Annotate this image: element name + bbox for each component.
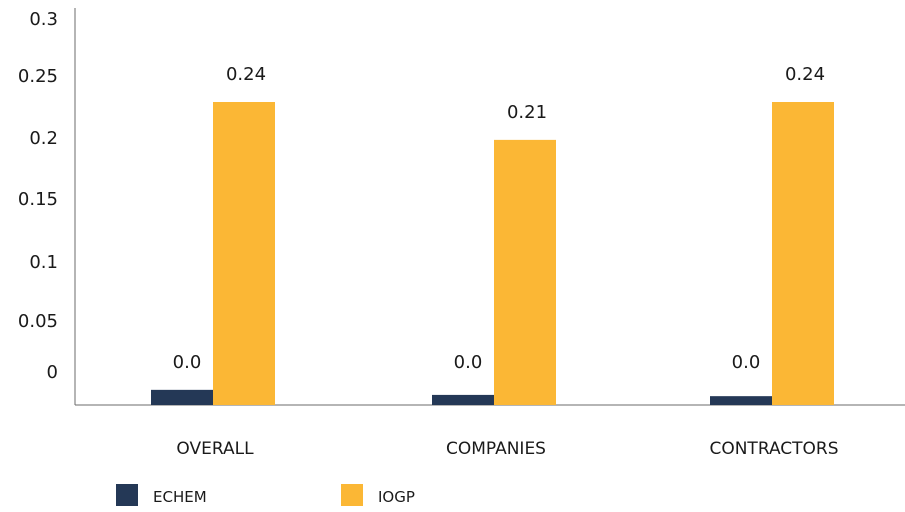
bar-echem-overall (151, 389, 213, 405)
data-label: 0.24 (785, 64, 825, 85)
category-label: COMPANIES (446, 439, 546, 459)
legend-swatch-iogp (341, 484, 363, 506)
category-label: CONTRACTORS (709, 439, 838, 459)
data-label: 0.21 (507, 102, 547, 123)
legend-label: ECHEM (153, 488, 207, 506)
bar-iogp-contractors (772, 102, 834, 405)
legend-label: IOGP (378, 488, 415, 506)
data-labels: 0.0 0.24 0.0 0.21 0.0 0.24 (173, 64, 825, 373)
y-tick-label: 0.05 (18, 311, 58, 332)
data-label: 0.0 (173, 352, 202, 373)
legend-swatch-echem (116, 484, 138, 506)
bar-echem-companies (432, 394, 494, 405)
bar-iogp-companies (494, 139, 556, 405)
y-tick-label: 0.2 (29, 128, 58, 149)
data-label: 0.0 (732, 352, 761, 373)
y-tick-label: 0.3 (29, 9, 58, 30)
data-label: 0.0 (454, 352, 483, 373)
legend: ECHEM IOGP (116, 484, 415, 506)
bar-echem-contractors (710, 396, 772, 405)
y-tick-label: 0.25 (18, 66, 58, 87)
bar-iogp-overall (213, 102, 275, 405)
data-label: 0.24 (226, 64, 266, 85)
y-tick-label: 0.15 (18, 189, 58, 210)
y-tick-label: 0 (47, 362, 58, 383)
bars (151, 102, 834, 405)
y-axis-ticks: 0 0.05 0.1 0.15 0.2 0.25 0.3 (18, 9, 58, 383)
category-labels: OVERALL COMPANIES CONTRACTORS (176, 439, 838, 459)
y-tick-label: 0.1 (29, 252, 58, 273)
category-label: OVERALL (176, 439, 254, 459)
